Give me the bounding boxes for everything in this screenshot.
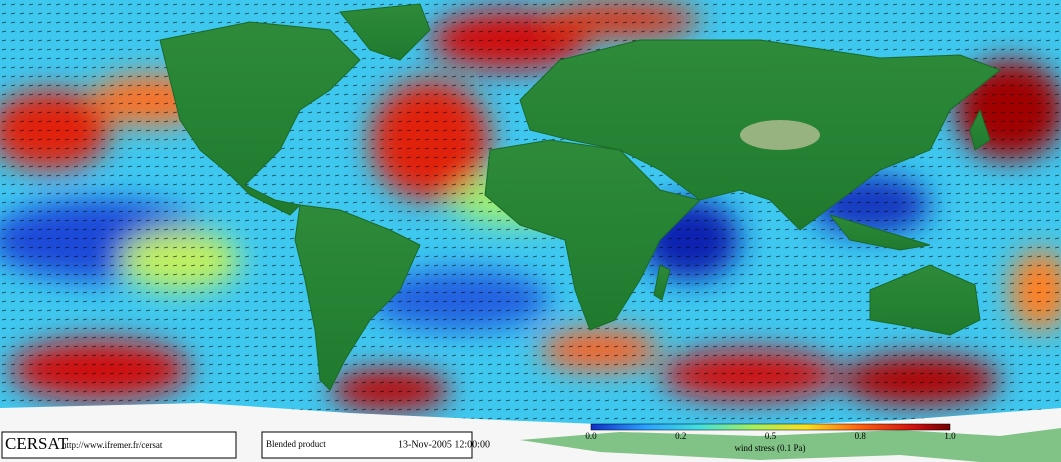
url: http://www.ifremer.fr/cersat — [62, 440, 163, 450]
indonesia — [828, 214, 931, 251]
colorbar-labels: 0.0 0.2 0.5 0.8 1.0 — [585, 431, 956, 441]
antarctic-relief — [520, 428, 1061, 462]
product: Blended product — [266, 439, 326, 449]
logo-box — [1, 431, 237, 459]
info-box — [261, 431, 473, 459]
colorbar-label: 1.0 — [944, 431, 956, 441]
logo: CERSAT — [5, 434, 69, 453]
japan — [969, 108, 991, 151]
madagascar — [653, 264, 671, 301]
colorbar-label: 0.2 — [675, 431, 686, 441]
timestamp: 13-Nov-2005 12:00:00 — [398, 439, 490, 450]
south-america — [294, 204, 421, 391]
australia — [869, 264, 981, 336]
colorbar-label: 0.5 — [765, 431, 777, 441]
colorbar-label: 0.8 — [855, 431, 867, 441]
north-america — [159, 21, 361, 216]
colorbar — [590, 423, 951, 431]
africa — [484, 139, 701, 331]
colorbar-title: wind stress (0.1 Pa) — [735, 443, 806, 453]
greenland — [339, 3, 431, 61]
colorbar-label: 0.0 — [585, 431, 597, 441]
tibet-plateau — [740, 120, 820, 150]
